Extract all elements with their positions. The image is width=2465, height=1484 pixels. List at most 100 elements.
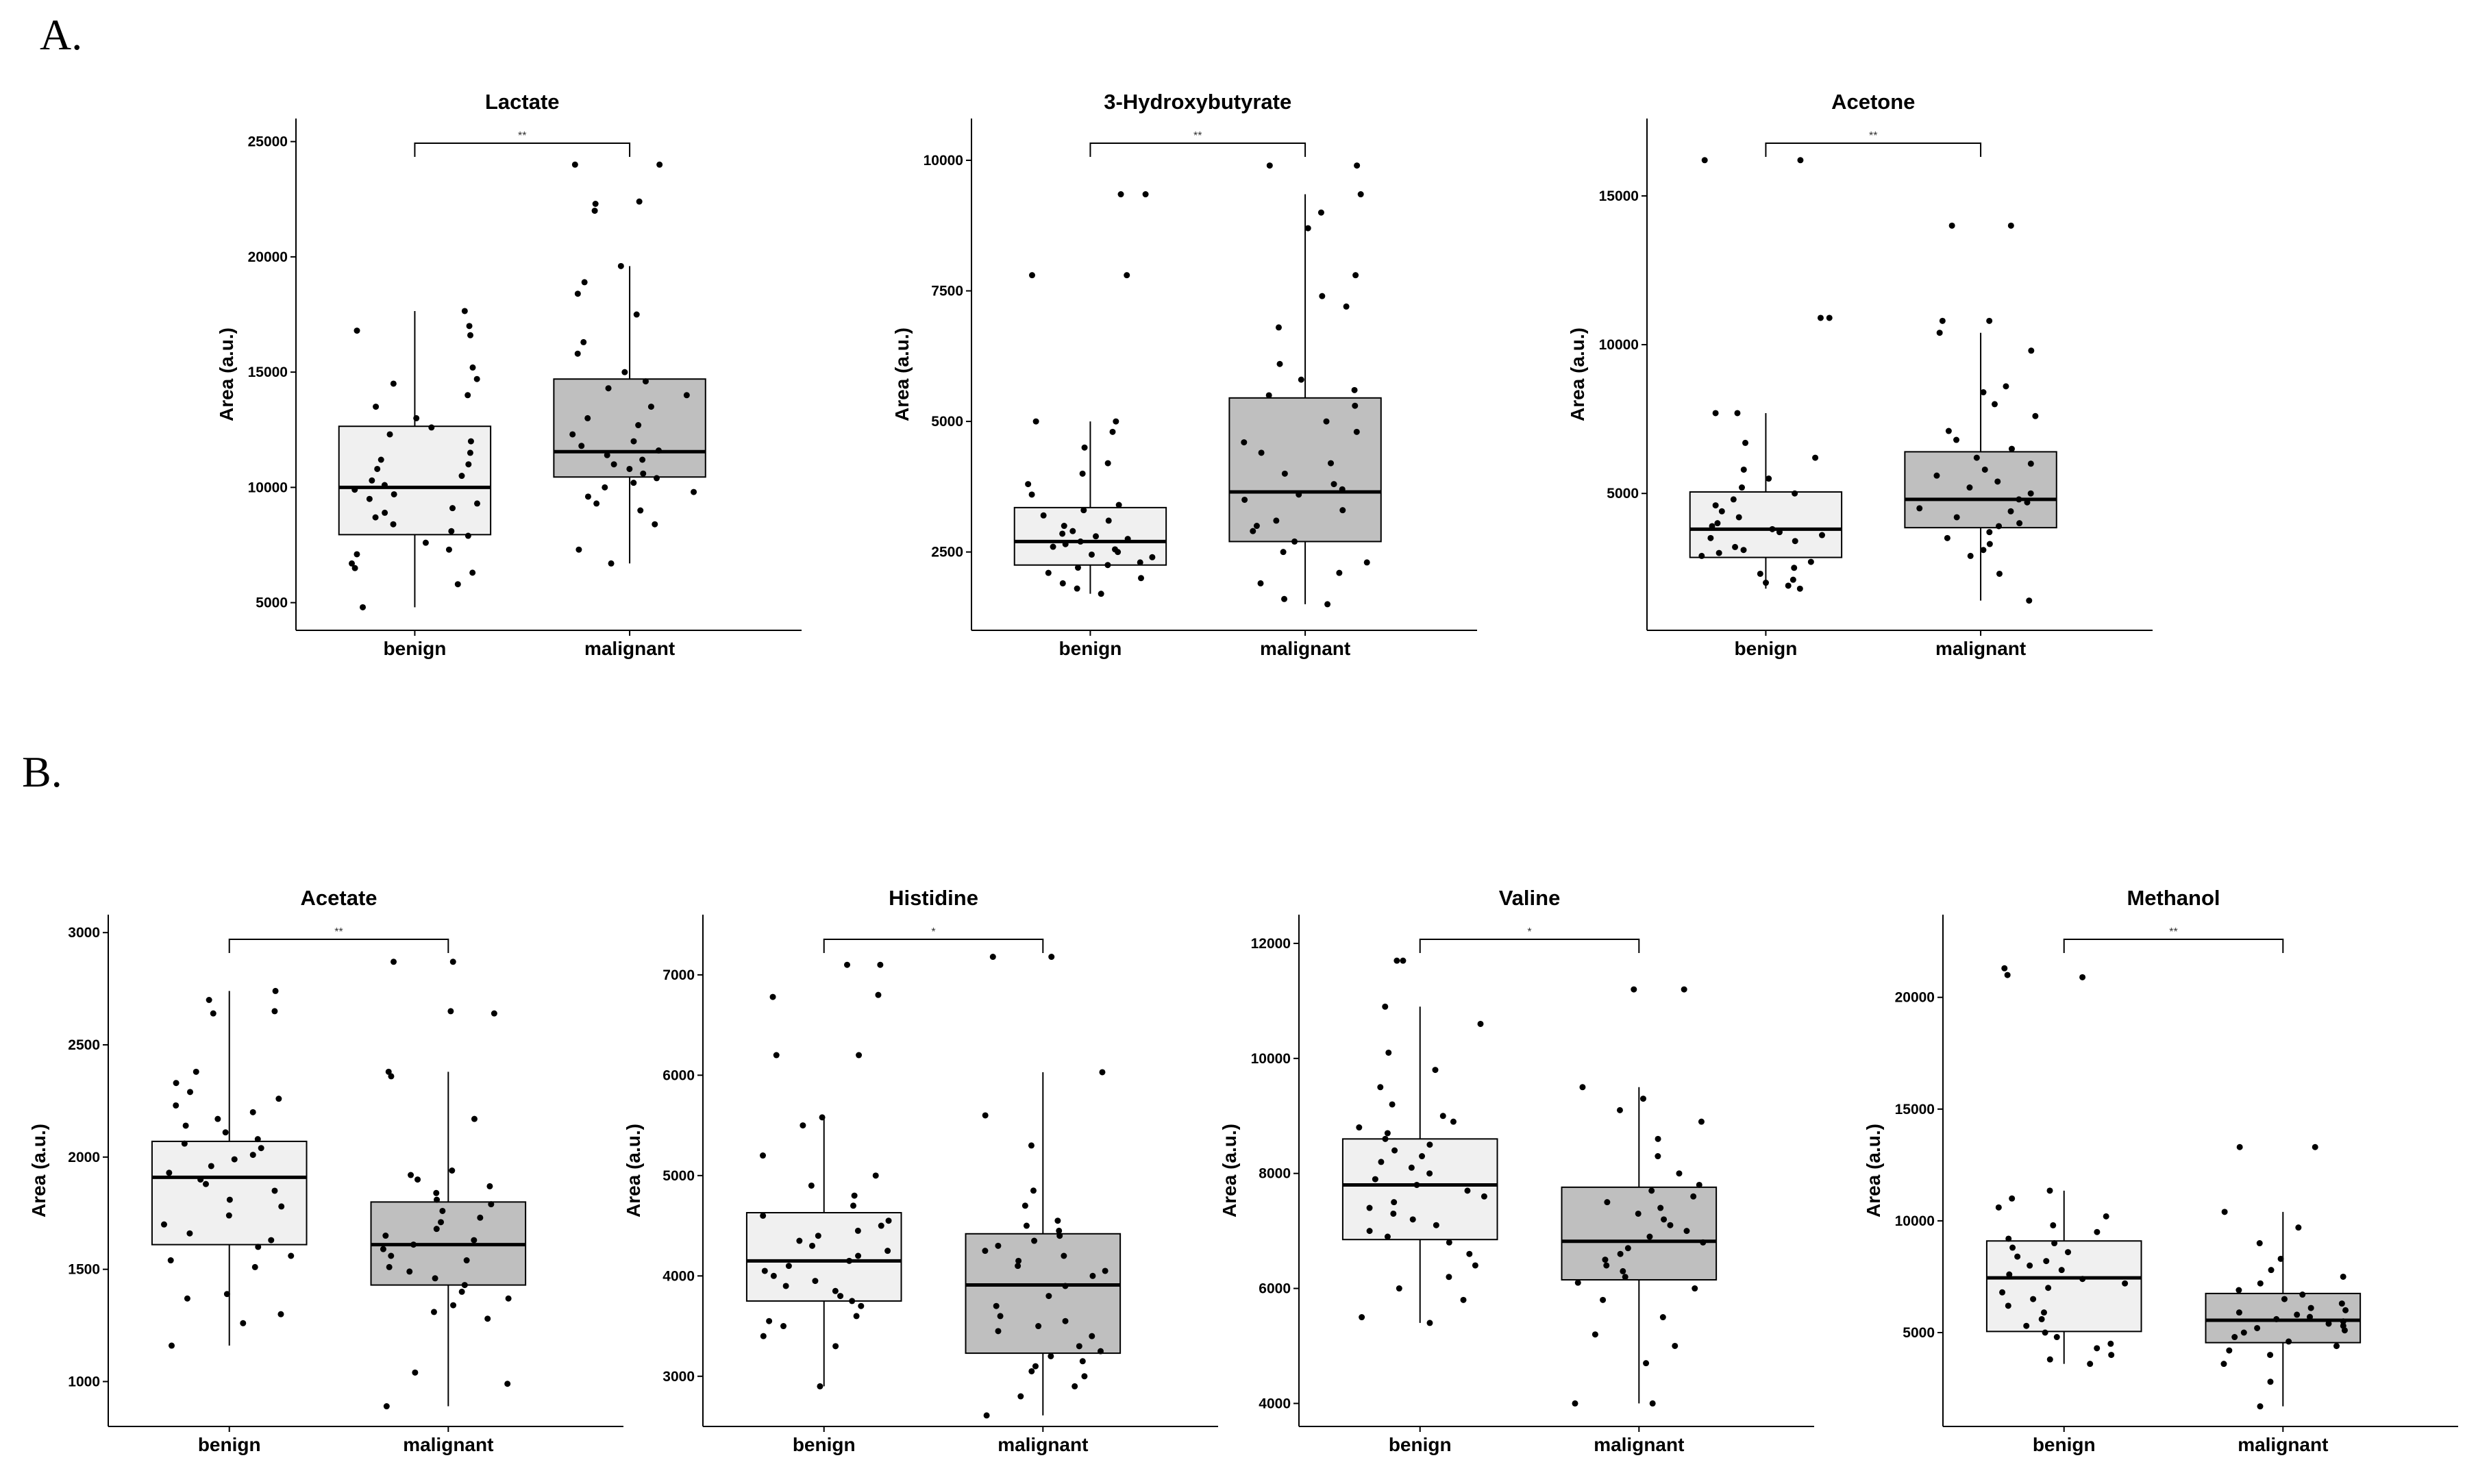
data-point-benign <box>422 539 429 546</box>
data-point-malignant <box>1986 529 1993 536</box>
data-point-malignant <box>1266 162 1273 169</box>
data-point-benign <box>1366 1204 1373 1211</box>
data-point-malignant <box>1966 484 1973 491</box>
data-point-malignant <box>1343 303 1350 310</box>
data-point-benign <box>203 1180 210 1187</box>
significance-label: ** <box>1869 130 1877 142</box>
data-point-benign <box>1079 470 1086 477</box>
data-point-benign <box>815 1233 821 1239</box>
data-point-malignant <box>1030 1187 1037 1194</box>
data-point-benign <box>1040 512 1047 519</box>
y-tick-label: 15000 <box>248 364 288 380</box>
data-point-malignant <box>2294 1311 2301 1318</box>
data-point-benign <box>1074 585 1080 592</box>
data-point-malignant <box>2340 1322 2346 1329</box>
data-point-malignant <box>2008 445 2015 452</box>
data-point-malignant <box>1336 569 1343 576</box>
data-point-benign <box>858 1302 865 1309</box>
x-tick-label-benign: benign <box>384 638 447 659</box>
data-point-malignant <box>995 1328 1002 1335</box>
data-point-benign <box>1385 1049 1392 1056</box>
data-point-benign <box>853 1313 860 1320</box>
data-point-malignant <box>2235 1287 2242 1294</box>
data-point-benign <box>390 380 397 387</box>
y-tick-label: 2500 <box>68 1037 100 1053</box>
data-point-malignant <box>1319 293 1326 299</box>
data-point-benign <box>2005 1302 2011 1309</box>
data-point-malignant <box>2026 597 2033 604</box>
data-point-malignant <box>2240 1329 2247 1336</box>
data-point-benign <box>182 1122 189 1129</box>
data-point-benign <box>458 473 465 480</box>
x-tick-label-malignant: malignant <box>1935 638 2026 659</box>
data-point-benign <box>1372 1176 1378 1183</box>
data-point-benign <box>366 495 373 502</box>
y-tick-label: 5000 <box>1903 1325 1935 1341</box>
data-point-malignant <box>2307 1304 2314 1311</box>
data-point-benign <box>1446 1274 1452 1281</box>
data-point-malignant <box>1591 1331 1598 1338</box>
data-point-malignant <box>1352 272 1359 279</box>
data-point-benign <box>271 1008 278 1015</box>
data-point-malignant <box>1992 401 1998 408</box>
data-point-benign <box>1817 314 1824 321</box>
data-point-malignant <box>633 311 640 318</box>
data-point-malignant <box>438 1219 445 1226</box>
data-point-benign <box>785 1263 792 1270</box>
data-point-benign <box>1739 484 1746 491</box>
data-point-malignant <box>1317 209 1324 216</box>
data-point-malignant <box>1683 1228 1690 1235</box>
data-point-benign <box>780 1323 787 1330</box>
data-point-benign <box>760 1333 767 1339</box>
data-point-malignant <box>388 1252 395 1259</box>
data-point-malignant <box>1572 1400 1578 1407</box>
data-point-malignant <box>1657 1204 1664 1211</box>
data-point-benign <box>2014 1253 2021 1260</box>
y-tick-label: 7500 <box>931 284 963 299</box>
data-point-malignant <box>2226 1347 2233 1354</box>
data-point-benign <box>1433 1222 1439 1228</box>
data-point-benign <box>2122 1280 2129 1287</box>
data-point-malignant <box>433 1189 440 1196</box>
data-point-malignant <box>2267 1352 2274 1359</box>
data-point-malignant <box>630 480 637 486</box>
y-axis-label: Area (a.u.) <box>1863 1124 1884 1217</box>
data-point-malignant <box>1981 466 1988 473</box>
data-point-malignant <box>1017 1393 1024 1400</box>
data-point-malignant <box>1089 1272 1096 1279</box>
y-tick-label: 2000 <box>68 1150 100 1165</box>
data-point-benign <box>464 392 471 399</box>
y-tick-label: 3000 <box>662 1369 695 1385</box>
data-point-malignant <box>2257 1403 2264 1410</box>
data-point-malignant <box>1276 360 1283 367</box>
data-point-malignant <box>1363 559 1370 566</box>
panel-label-a: A. <box>40 10 82 59</box>
data-point-benign <box>1390 1210 1397 1217</box>
data-point-benign <box>1074 565 1081 571</box>
significance-bracket <box>823 939 1044 953</box>
data-point-malignant <box>410 1241 417 1248</box>
data-point-malignant <box>449 1167 456 1174</box>
data-point-benign <box>809 1242 816 1249</box>
data-point-benign <box>1393 957 1400 964</box>
data-point-malignant <box>1035 1323 1042 1330</box>
data-point-malignant <box>1021 1202 1028 1209</box>
data-point-benign <box>832 1287 839 1294</box>
data-point-malignant <box>1323 418 1330 425</box>
data-point-malignant <box>683 392 690 399</box>
box-benign <box>151 1140 308 1246</box>
data-point-malignant <box>1081 1373 1088 1380</box>
data-point-malignant <box>458 1288 465 1295</box>
data-point-malignant <box>414 1176 421 1183</box>
x-tick-label-malignant: malignant <box>2238 1434 2328 1455</box>
data-point-benign <box>469 364 476 371</box>
data-point-benign <box>272 987 279 994</box>
data-point-benign <box>1359 1314 1365 1321</box>
chart-acetone: Acetone Area (a.u.) 5000 10000 15000 benign ma… <box>1567 90 2153 659</box>
data-point-benign <box>1124 272 1130 279</box>
data-point-benign <box>1093 533 1100 540</box>
significance-bracket <box>2063 939 2284 953</box>
significance-bracket <box>1089 143 1306 157</box>
data-point-malignant <box>1939 317 1946 324</box>
data-point-benign <box>1105 517 1112 524</box>
